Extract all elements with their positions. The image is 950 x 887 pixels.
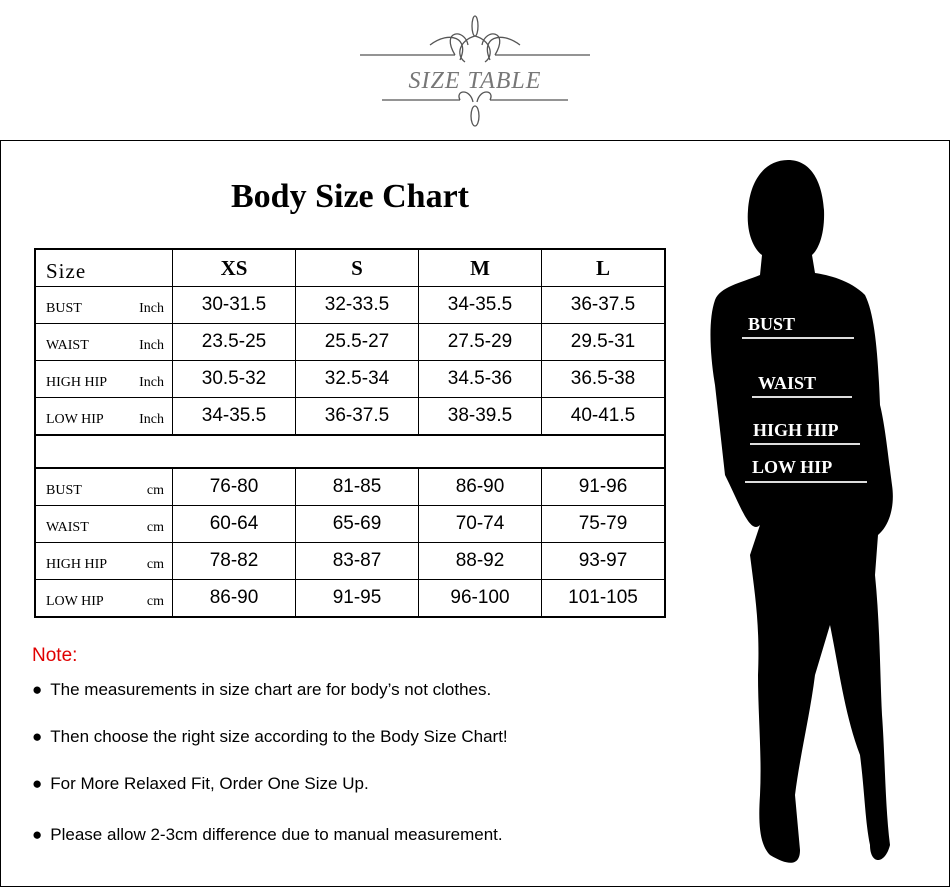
- size-value: 93-97: [541, 542, 666, 580]
- bullet-icon: ●: [32, 727, 43, 746]
- ornament-icon: [360, 15, 590, 127]
- table-header-row: Size XS S M L: [34, 248, 666, 287]
- bullet-icon: ●: [32, 825, 43, 844]
- size-value: 101-105: [541, 579, 666, 618]
- note-item: ● Then choose the right size according to…: [32, 727, 508, 746]
- measurement-unit: cm: [146, 594, 164, 609]
- measurement-name: HIGH HIP: [46, 557, 108, 572]
- size-value: 60-64: [172, 505, 296, 543]
- measurement-unit: Inch: [139, 375, 164, 390]
- size-value: 27.5-29: [418, 323, 542, 361]
- bullet-icon: ●: [32, 680, 43, 699]
- table-row: LOW HIP cm 86-90 91-95 96-100 101-105: [34, 579, 666, 618]
- size-table-logo: SIZE TABLE: [360, 10, 590, 128]
- size-value: 34.5-36: [418, 360, 542, 398]
- measurement-unit: cm: [146, 557, 164, 572]
- size-value: 70-74: [418, 505, 542, 543]
- size-value: 32.5-34: [295, 360, 419, 398]
- size-value: 38-39.5: [418, 397, 542, 436]
- note-item: ● Please allow 2-3cm difference due to ma…: [32, 825, 503, 844]
- waist-line: [752, 396, 852, 398]
- measurement-unit: Inch: [139, 301, 164, 316]
- measurement-name: BUST: [46, 483, 82, 498]
- measurement-unit: Inch: [139, 412, 164, 427]
- table-row: BUST Inch 30-31.5 32-33.5 34-35.5 36-37.5: [34, 286, 666, 324]
- low-hip-line: [745, 481, 867, 483]
- size-value: 34-35.5: [418, 286, 542, 324]
- measurement-unit: cm: [146, 520, 164, 535]
- size-value: 30.5-32: [172, 360, 296, 398]
- size-value: 81-85: [295, 467, 419, 506]
- measurement-unit: Inch: [139, 338, 164, 353]
- note-item: ● The measurements in size chart are for …: [32, 680, 492, 699]
- header-label: Size: [46, 259, 87, 283]
- size-value: 86-90: [418, 467, 542, 506]
- size-value: 36.5-38: [541, 360, 666, 398]
- table-row: HIGH HIP Inch 30.5-32 32.5-34 34.5-36 36.5-38: [34, 360, 666, 398]
- page-title: Body Size Chart: [231, 178, 469, 215]
- figure-label-low-hip: LOW HIP: [752, 457, 833, 477]
- size-value: 30-31.5: [172, 286, 296, 324]
- measurement-name: LOW HIP: [46, 412, 104, 427]
- size-value: 40-41.5: [541, 397, 666, 436]
- size-header: L: [541, 248, 666, 287]
- size-value: 76-80: [172, 467, 296, 506]
- size-value: 83-87: [295, 542, 419, 580]
- figure-label-high-hip: HIGH HIP: [753, 420, 839, 440]
- size-value: 23.5-25: [172, 323, 296, 361]
- figure-label-waist: WAIST: [758, 373, 817, 393]
- size-header: XS: [172, 248, 296, 287]
- measurement-name: LOW HIP: [46, 594, 104, 609]
- logo-text: SIZE TABLE: [408, 68, 542, 94]
- size-value: 36-37.5: [541, 286, 666, 324]
- table-spacer-row: [34, 434, 666, 469]
- measurement-unit: cm: [146, 483, 164, 498]
- size-value: 25.5-27: [295, 323, 419, 361]
- size-value: 96-100: [418, 579, 542, 618]
- size-table: Size XS S M L BUST Inch 30-31.5 32-33.5 34-3…: [34, 248, 666, 618]
- high-hip-line: [750, 443, 860, 445]
- bust-line: [742, 337, 854, 339]
- measurement-name: HIGH HIP: [46, 375, 108, 390]
- size-value: 88-92: [418, 542, 542, 580]
- size-value: 91-96: [541, 467, 666, 506]
- size-value: 65-69: [295, 505, 419, 543]
- size-value: 36-37.5: [295, 397, 419, 436]
- measurement-name: BUST: [46, 301, 82, 316]
- table-row: BUST cm 76-80 81-85 86-90 91-96: [34, 467, 666, 506]
- body-silhouette-icon: [710, 160, 893, 863]
- size-value: 29.5-31: [541, 323, 666, 361]
- table-row: LOW HIP Inch 34-35.5 36-37.5 38-39.5 40-41.5: [34, 397, 666, 436]
- size-value: 32-33.5: [295, 286, 419, 324]
- note-label: Note:: [32, 645, 78, 666]
- table-row: WAIST Inch 23.5-25 25.5-27 27.5-29 29.5-31: [34, 323, 666, 361]
- measurement-name: WAIST: [46, 520, 89, 535]
- table-row: WAIST cm 60-64 65-69 70-74 75-79: [34, 505, 666, 543]
- size-value: 75-79: [541, 505, 666, 543]
- note-item: ● For More Relaxed Fit, Order One Size Up…: [32, 774, 369, 793]
- measurement-name: WAIST: [46, 338, 89, 353]
- size-value: 34-35.5: [172, 397, 296, 436]
- size-value: 86-90: [172, 579, 296, 618]
- table-row: HIGH HIP cm 78-82 83-87 88-92 93-97: [34, 542, 666, 580]
- size-value: 91-95: [295, 579, 419, 618]
- bullet-icon: ●: [32, 774, 43, 793]
- size-header: S: [295, 248, 419, 287]
- figure-label-bust: BUST: [748, 314, 796, 334]
- size-header: M: [418, 248, 542, 287]
- size-value: 78-82: [172, 542, 296, 580]
